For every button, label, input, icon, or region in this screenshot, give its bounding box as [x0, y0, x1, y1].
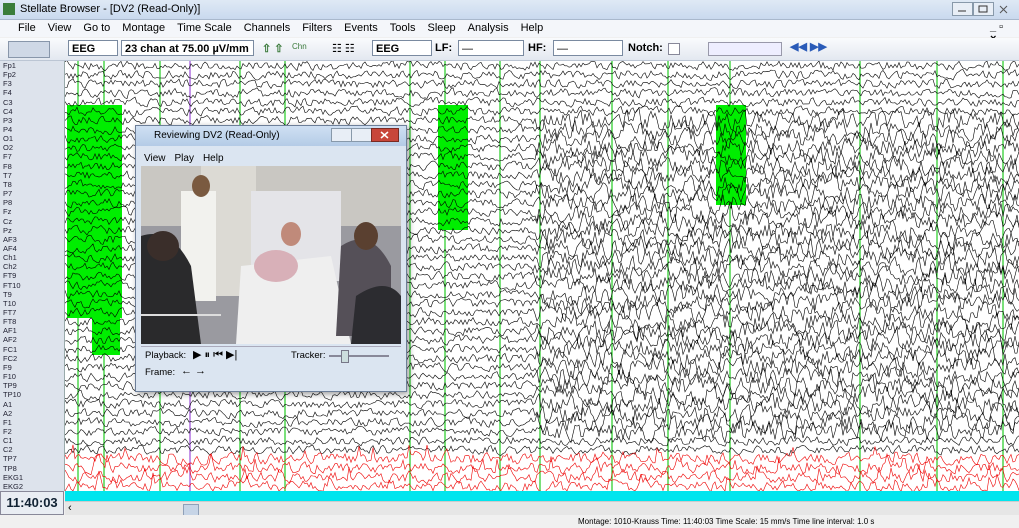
channel-label: AF4	[3, 244, 17, 253]
menu-item[interactable]: Time Scale	[177, 22, 232, 34]
channel-label: TP8	[3, 464, 17, 473]
tracker-slider[interactable]	[329, 355, 389, 357]
playback-buttons[interactable]: ▶ ⏸ ⏮ ▶|	[193, 348, 237, 362]
channel-label: FT8	[3, 317, 16, 326]
frame-buttons[interactable]: ← →	[181, 365, 206, 377]
montage-select[interactable]: EEG	[68, 40, 118, 56]
video-frame	[141, 166, 401, 344]
channel-label: O1	[3, 134, 13, 143]
video-menu-item[interactable]: View	[144, 153, 166, 164]
frame-label: Frame:	[145, 367, 175, 378]
app-icon	[3, 3, 15, 15]
chn-icon[interactable]: Chn	[292, 42, 307, 51]
channel-label: Fz	[3, 207, 11, 216]
channel-label: AF3	[3, 235, 17, 244]
channel-label: Ch1	[3, 253, 17, 262]
nav-arrows[interactable]: ◀◀ ▶▶	[790, 40, 827, 53]
status-text: Montage: 1010-Krauss Time: 11:40:03 Time…	[578, 515, 874, 528]
tracker-label: Tracker:	[291, 350, 325, 361]
channel-label: C3	[3, 98, 13, 107]
channel-label: EKG2	[3, 482, 23, 491]
channel-label: Cz	[3, 217, 12, 226]
channel-label: FT7	[3, 308, 16, 317]
channel-label: EKG1	[3, 473, 23, 482]
channel-label: F7	[3, 152, 12, 161]
menu-item[interactable]: Go to	[83, 22, 110, 34]
channel-label: TP7	[3, 454, 17, 463]
channel-label: Pz	[3, 226, 12, 235]
channel-label: FC2	[3, 354, 17, 363]
title-bar: Stellate Browser - [DV2 (Read-Only)]	[0, 0, 1019, 20]
menu-item[interactable]: Montage	[122, 22, 165, 34]
lf-label: LF:	[435, 42, 452, 54]
video-menu-item[interactable]: Help	[203, 153, 224, 164]
menu-item[interactable]: View	[48, 22, 72, 34]
scrollbar[interactable]: ‹	[65, 501, 1019, 516]
sensitivity-field[interactable]: 23 chan at 75.00 µV/mm	[121, 40, 254, 56]
channel-label: P7	[3, 189, 12, 198]
channel-label: FT10	[3, 281, 21, 290]
channel-label: O2	[3, 143, 13, 152]
channel-label: AF1	[3, 326, 17, 335]
window-title: Stellate Browser - [DV2 (Read-Only)]	[20, 3, 200, 15]
channel-label: F10	[3, 372, 16, 381]
lf-select[interactable]: —	[458, 40, 524, 56]
channel-label: T8	[3, 180, 12, 189]
notch-label: Notch:	[628, 42, 663, 54]
menu-item[interactable]: Channels	[244, 22, 290, 34]
menu-item[interactable]: Tools	[390, 22, 416, 34]
channel-label: FT9	[3, 271, 16, 280]
status-bar: Montage: 1010-Krauss Time: 11:40:03 Time…	[0, 515, 1019, 528]
slider[interactable]	[708, 42, 782, 56]
menu-item[interactable]: Analysis	[468, 22, 509, 34]
toolbar: EEG 23 chan at 75.00 µV/mm ⇧ ⇧ Chn ☷ ☷ E…	[0, 38, 1019, 61]
channel-label: F9	[3, 363, 12, 372]
channel-label: FC1	[3, 345, 17, 354]
channel-label: T10	[3, 299, 16, 308]
app: Stellate Browser - [DV2 (Read-Only)] Fil…	[0, 0, 1019, 528]
menu-item[interactable]: Filters	[302, 22, 332, 34]
channel-label: TP9	[3, 381, 17, 390]
video-title: Reviewing DV2 (Read-Only)	[154, 130, 280, 141]
menu-item[interactable]: Help	[521, 22, 544, 34]
tool-buttons[interactable]	[8, 41, 50, 58]
time-display: 11:40:03	[0, 491, 64, 515]
timeline-bar	[65, 491, 1019, 501]
channel-label: C4	[3, 107, 13, 116]
channel-label: T9	[3, 290, 12, 299]
channel-label: A1	[3, 400, 12, 409]
channel-label: TP10	[3, 390, 21, 399]
menu-item[interactable]: Events	[344, 22, 378, 34]
channel-label: Fp2	[3, 70, 16, 79]
montage2-select[interactable]: EEG	[372, 40, 432, 56]
channel-label: P4	[3, 125, 12, 134]
window-controls[interactable]	[952, 2, 1014, 16]
channel-label: Fp1	[3, 61, 16, 70]
channel-label: P8	[3, 198, 12, 207]
channel-label: C1	[3, 436, 13, 445]
video-controls[interactable]	[331, 128, 399, 142]
channel-label: F3	[3, 79, 12, 88]
channel-label: P3	[3, 116, 12, 125]
channel-label: T7	[3, 171, 12, 180]
playback-label: Playback:	[145, 350, 186, 361]
menu-item[interactable]: Sleep	[427, 22, 455, 34]
hf-select[interactable]: —	[553, 40, 623, 56]
channel-label: A2	[3, 409, 12, 418]
notch-checkbox[interactable]	[668, 43, 680, 55]
channel-label: F4	[3, 88, 12, 97]
channel-label: AF2	[3, 335, 17, 344]
channel-label: F1	[3, 418, 12, 427]
channel-label: Ch2	[3, 262, 17, 271]
channel-label: F8	[3, 162, 12, 171]
menu-item[interactable]: File	[18, 22, 36, 34]
video-menu-item[interactable]: Play	[175, 153, 194, 164]
video-window: Reviewing DV2 (Read-Only) View Play Help P…	[135, 125, 407, 392]
hf-label: HF:	[528, 42, 546, 54]
channel-label: F2	[3, 427, 12, 436]
menu-bar: File View Go to Montage Time Scale Channels Fi…	[0, 20, 1019, 37]
channel-label: C2	[3, 445, 13, 454]
